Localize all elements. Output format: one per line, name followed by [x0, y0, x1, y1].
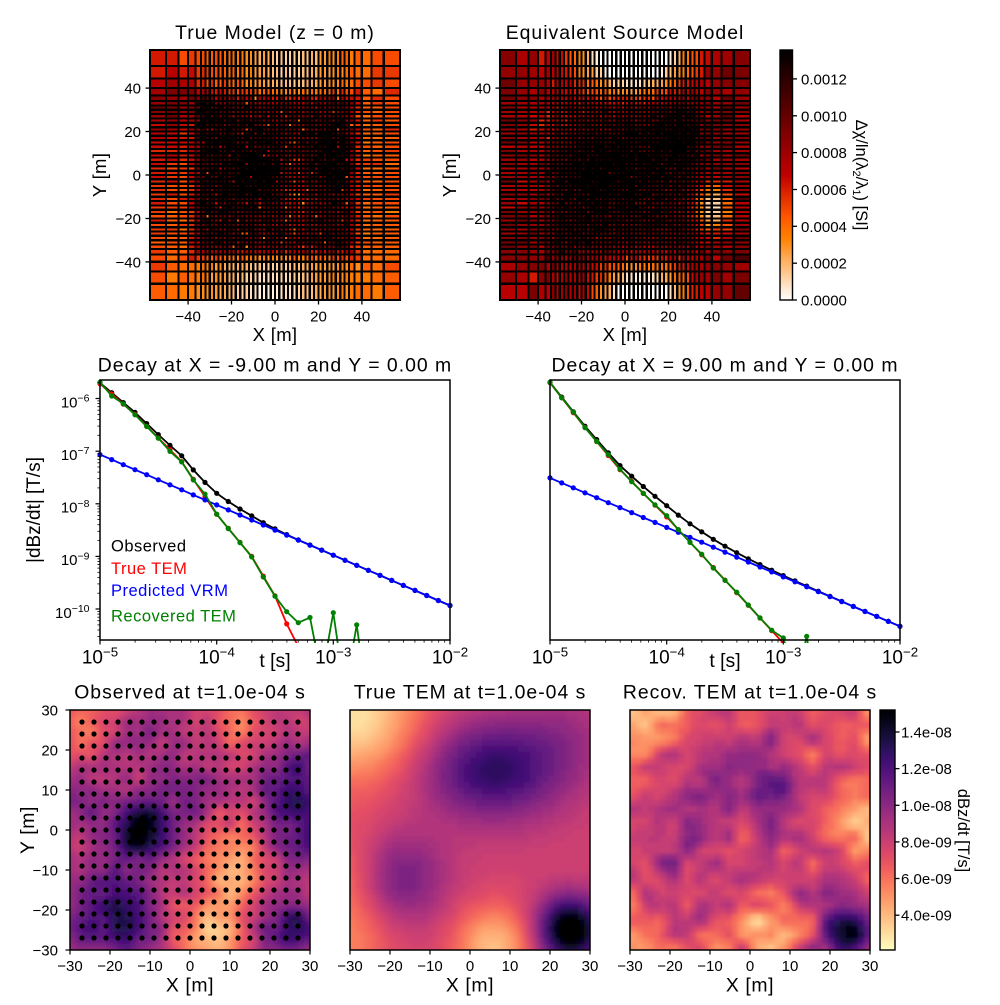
svg-text:Decay at X = 9.00 m and Y = 0.: Decay at X = 9.00 m and Y = 0.00 m: [552, 355, 899, 377]
svg-text:Y [m]: Y [m]: [439, 153, 460, 197]
svg-text:Δχ/ln(λ2/λ1) [SI]: Δχ/ln(λ2/λ1) [SI]: [850, 120, 870, 231]
svg-text:−20: −20: [33, 903, 58, 920]
svg-text:−30: −30: [33, 943, 58, 960]
svg-text:X [m]: X [m]: [603, 324, 648, 345]
svg-text:0: 0: [50, 823, 58, 840]
svg-text:−20: −20: [466, 211, 491, 228]
svg-text:30: 30: [582, 958, 599, 975]
svg-text:−40: −40: [175, 308, 200, 325]
svg-text:|dBz/dt| [T/s]: |dBz/dt| [T/s]: [24, 457, 45, 563]
svg-text:Equivalent Source Model: Equivalent Source Model: [506, 22, 745, 44]
svg-text:−10: −10: [417, 958, 442, 975]
svg-text:1.2e-08: 1.2e-08: [901, 761, 952, 778]
svg-text:True TEM: True TEM: [111, 560, 187, 578]
svg-text:−10: −10: [697, 958, 722, 975]
svg-text:0.0006: 0.0006: [801, 182, 847, 199]
svg-text:0.0008: 0.0008: [801, 145, 847, 162]
svg-text:0: 0: [466, 958, 474, 975]
svg-text:−20: −20: [116, 211, 141, 228]
svg-text:0.0010: 0.0010: [801, 108, 847, 125]
svg-text:−10: −10: [137, 958, 162, 975]
svg-text:1.4e-08: 1.4e-08: [901, 725, 952, 742]
svg-text:1.0e-08: 1.0e-08: [901, 798, 952, 815]
svg-text:−20: −20: [219, 308, 244, 325]
svg-text:−10: −10: [33, 863, 58, 880]
svg-text:40: 40: [124, 81, 141, 98]
svg-text:X [m]: X [m]: [446, 975, 494, 997]
svg-text:0: 0: [621, 308, 629, 325]
svg-text:t [s]: t [s]: [259, 650, 290, 672]
svg-text:Observed at t=1.0e-04 s: Observed at t=1.0e-04 s: [74, 682, 306, 704]
svg-text:20: 20: [660, 308, 677, 325]
svg-text:0: 0: [186, 958, 194, 975]
svg-text:−20: −20: [377, 958, 402, 975]
svg-text:t [s]: t [s]: [709, 650, 740, 672]
svg-text:0: 0: [133, 168, 141, 185]
svg-text:40: 40: [704, 308, 721, 325]
svg-text:30: 30: [41, 703, 58, 720]
svg-text:0.0012: 0.0012: [801, 71, 847, 88]
svg-text:−40: −40: [525, 308, 550, 325]
svg-text:−30: −30: [617, 958, 642, 975]
svg-text:dBz/dt [T/s]: dBz/dt [T/s]: [954, 789, 972, 872]
svg-text:Y [m]: Y [m]: [17, 806, 39, 854]
svg-text:0: 0: [483, 168, 491, 185]
svg-text:10: 10: [782, 958, 799, 975]
svg-text:20: 20: [124, 124, 141, 141]
svg-text:X [m]: X [m]: [166, 975, 214, 997]
svg-text:Recovered TEM: Recovered TEM: [111, 608, 236, 626]
svg-text:0.0000: 0.0000: [801, 293, 847, 310]
svg-text:Predicted VRM: Predicted VRM: [111, 582, 228, 600]
svg-text:−20: −20: [657, 958, 682, 975]
svg-text:4.0e-09: 4.0e-09: [901, 908, 952, 925]
svg-text:8.0e-09: 8.0e-09: [901, 834, 952, 851]
svg-text:30: 30: [302, 958, 319, 975]
svg-text:−30: −30: [57, 958, 82, 975]
svg-text:6.0e-09: 6.0e-09: [901, 871, 952, 888]
svg-text:40: 40: [474, 81, 491, 98]
svg-text:True Model (z = 0 m): True Model (z = 0 m): [175, 22, 375, 44]
svg-text:True TEM at t=1.0e-04 s: True TEM at t=1.0e-04 s: [354, 682, 587, 704]
svg-text:Decay at X = -9.00 m and Y = 0: Decay at X = -9.00 m and Y = 0.00 m: [98, 355, 452, 377]
svg-text:20: 20: [41, 743, 58, 760]
svg-text:20: 20: [542, 958, 559, 975]
svg-text:−40: −40: [466, 254, 491, 271]
svg-text:10: 10: [41, 783, 58, 800]
svg-text:0: 0: [271, 308, 279, 325]
svg-text:20: 20: [262, 958, 279, 975]
svg-text:X [m]: X [m]: [253, 324, 298, 345]
svg-text:−20: −20: [97, 958, 122, 975]
svg-text:20: 20: [822, 958, 839, 975]
svg-text:Observed: Observed: [111, 538, 187, 556]
svg-text:0: 0: [746, 958, 754, 975]
svg-text:−20: −20: [569, 308, 594, 325]
svg-text:0.0004: 0.0004: [801, 219, 847, 236]
svg-text:30: 30: [862, 958, 879, 975]
svg-text:0.0002: 0.0002: [801, 256, 847, 273]
svg-text:40: 40: [354, 308, 371, 325]
svg-text:X [m]: X [m]: [726, 975, 774, 997]
svg-text:10: 10: [502, 958, 519, 975]
svg-text:10: 10: [222, 958, 239, 975]
svg-text:−30: −30: [337, 958, 362, 975]
svg-text:Y [m]: Y [m]: [89, 153, 110, 197]
svg-text:Recov. TEM at t=1.0e-04 s: Recov. TEM at t=1.0e-04 s: [623, 682, 877, 704]
svg-text:20: 20: [310, 308, 327, 325]
svg-text:20: 20: [474, 124, 491, 141]
svg-text:−40: −40: [116, 254, 141, 271]
svg-text:10−2: 10−2: [882, 645, 918, 669]
